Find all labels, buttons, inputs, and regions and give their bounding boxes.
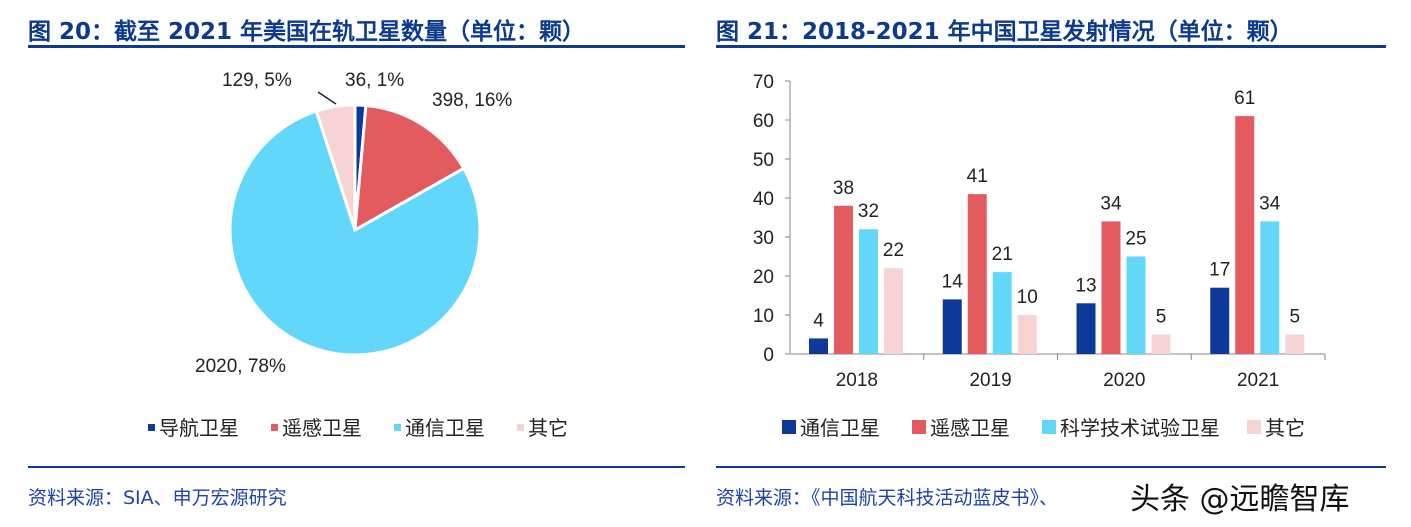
- bar-2019-1: [967, 194, 987, 354]
- right-source-rule: [716, 466, 1386, 468]
- bar-2020-2: [1126, 256, 1146, 354]
- right-title-rule: [716, 45, 1386, 48]
- pie-slice-3: [314, 103, 357, 231]
- bar-2021-2: [1260, 221, 1280, 354]
- left-title-rule: [28, 45, 685, 48]
- bar-value-label: 4: [813, 310, 824, 331]
- y-tick-label: 30: [753, 228, 774, 249]
- bar-2018-3: [884, 268, 903, 354]
- x-tick-label: 2018: [836, 370, 878, 391]
- pie-slice-1: [353, 103, 466, 233]
- y-tick-label: 70: [753, 72, 774, 93]
- bar-value-label: 5: [1289, 307, 1300, 328]
- right-title: 图 21：2018-2021 年中国卫星发射情况（单位：颗）: [716, 19, 1293, 45]
- bar-value-label: 41: [967, 166, 988, 187]
- bar-value-label: 10: [1017, 287, 1038, 308]
- pie-label-0: 36, 1%: [345, 70, 404, 91]
- y-tick-label: 20: [753, 267, 774, 288]
- pie-legend-label-2: 通信卫星: [405, 417, 485, 440]
- bar-value-label: 21: [992, 244, 1013, 265]
- bar-legend-marker-2: [1042, 420, 1056, 434]
- pie-label-3: 129, 5%: [222, 70, 292, 91]
- bar-legend-marker-0: [782, 420, 796, 434]
- right-source: 资料来源：《中国航天科技活动蓝皮书》、: [716, 487, 1059, 509]
- x-tick-label: 2020: [1103, 370, 1145, 391]
- pie-slice-2: [228, 109, 482, 357]
- bar-legend-marker-3: [1247, 420, 1261, 434]
- pie-legend-marker-2: [394, 424, 401, 431]
- pie-leader-line: [317, 91, 337, 105]
- bar-2019-2: [992, 272, 1012, 354]
- bar-legend-label-3: 其它: [1265, 417, 1305, 440]
- bar-2021-0: [1210, 287, 1230, 354]
- bar-value-label: 34: [1259, 193, 1281, 214]
- y-tick-label: 60: [753, 111, 774, 132]
- bar-value-label: 17: [1209, 260, 1230, 281]
- pie-legend-marker-3: [517, 424, 524, 431]
- bar-value-label: 61: [1234, 88, 1255, 109]
- bar-2021-3: [1285, 334, 1305, 354]
- y-tick-label: 10: [753, 306, 774, 327]
- left-source: 资料来源：SIA、申万宏源研究: [28, 487, 287, 509]
- bar-2019-3: [1017, 315, 1037, 354]
- bar-value-label: 25: [1125, 229, 1146, 250]
- pie-label-2: 2020, 78%: [195, 356, 286, 377]
- bar-value-label: 14: [942, 271, 964, 292]
- bar-value-label: 13: [1075, 275, 1096, 296]
- pie-legend-marker-0: [148, 424, 155, 431]
- bar-2019-0: [942, 299, 962, 354]
- bar-2020-1: [1101, 221, 1121, 354]
- bar-2021-1: [1235, 116, 1255, 354]
- pie-legend-marker-1: [271, 424, 278, 431]
- y-tick-label: 50: [753, 150, 774, 171]
- bar-legend-label-2: 科学技术试验卫星: [1060, 417, 1220, 440]
- bar-2018-1: [834, 205, 853, 354]
- bar-value-label: 38: [833, 178, 854, 199]
- bar-2020-3: [1151, 334, 1171, 354]
- bar-legend-label-0: 通信卫星: [800, 417, 880, 440]
- bar-2018-2: [859, 229, 878, 354]
- bar-legend-marker-1: [912, 420, 926, 434]
- pie-legend-label-1: 遥感卫星: [282, 417, 362, 440]
- bar-2020-0: [1076, 303, 1096, 354]
- x-tick-label: 2021: [1237, 370, 1279, 391]
- bar-legend-label-1: 遥感卫星: [930, 417, 1010, 440]
- watermark: 头条 @远瞻智库: [1130, 482, 1350, 517]
- bar-value-label: 22: [883, 240, 904, 261]
- left-source-rule: [28, 466, 685, 468]
- pie-label-1: 398, 16%: [432, 90, 512, 111]
- bar-value-label: 32: [858, 201, 879, 222]
- pie-legend-label-0: 导航卫星: [159, 417, 239, 440]
- x-tick-label: 2019: [969, 370, 1011, 391]
- left-title: 图 20：截至 2021 年美国在轨卫星数量（单位：颗）: [28, 19, 586, 45]
- y-tick-label: 0: [763, 345, 774, 366]
- y-tick-label: 40: [753, 189, 774, 210]
- pie-legend-label-3: 其它: [528, 417, 568, 440]
- bar-2018-0: [809, 338, 828, 354]
- bar-value-label: 5: [1156, 307, 1167, 328]
- bar-value-label: 34: [1100, 193, 1122, 214]
